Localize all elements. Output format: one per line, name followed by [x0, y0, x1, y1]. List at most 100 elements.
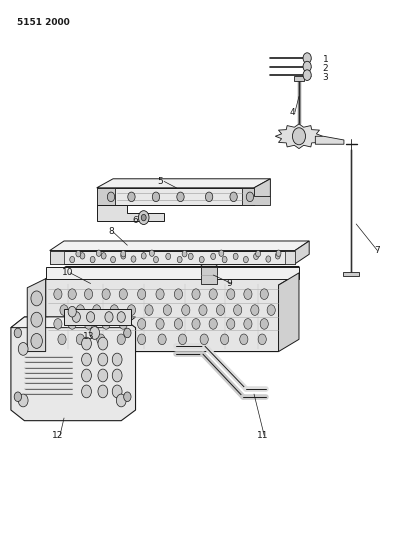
Text: 8: 8 — [108, 228, 114, 237]
Polygon shape — [284, 251, 294, 264]
Circle shape — [86, 312, 94, 322]
Text: 10: 10 — [62, 269, 74, 277]
Ellipse shape — [200, 263, 217, 270]
Circle shape — [58, 334, 66, 345]
Circle shape — [131, 256, 136, 262]
Polygon shape — [278, 273, 298, 352]
Circle shape — [124, 392, 131, 401]
Circle shape — [112, 385, 122, 398]
Polygon shape — [45, 266, 298, 279]
Circle shape — [18, 343, 28, 356]
Circle shape — [163, 305, 171, 316]
Circle shape — [68, 289, 76, 300]
Circle shape — [155, 319, 164, 329]
Circle shape — [76, 251, 81, 257]
Text: 12: 12 — [52, 431, 63, 440]
Circle shape — [124, 328, 131, 338]
Circle shape — [205, 192, 212, 201]
Circle shape — [90, 256, 95, 263]
Text: 4: 4 — [289, 108, 295, 117]
Circle shape — [110, 305, 118, 316]
Circle shape — [102, 289, 110, 300]
Circle shape — [253, 253, 258, 260]
Circle shape — [121, 253, 126, 259]
Circle shape — [174, 319, 182, 329]
Circle shape — [210, 253, 215, 260]
Polygon shape — [293, 76, 303, 82]
Text: 5: 5 — [157, 177, 162, 186]
Polygon shape — [97, 205, 164, 221]
Circle shape — [105, 312, 113, 322]
Circle shape — [191, 289, 200, 300]
Circle shape — [14, 392, 22, 401]
Circle shape — [226, 319, 234, 329]
Circle shape — [84, 319, 92, 329]
Circle shape — [137, 289, 145, 300]
Circle shape — [174, 289, 182, 300]
Circle shape — [76, 334, 84, 345]
Circle shape — [14, 328, 22, 338]
Circle shape — [266, 305, 274, 316]
Circle shape — [68, 319, 76, 329]
Circle shape — [60, 305, 68, 316]
Text: 7: 7 — [373, 246, 379, 255]
Circle shape — [200, 334, 208, 345]
Circle shape — [182, 251, 187, 257]
Polygon shape — [315, 136, 343, 144]
Text: 9: 9 — [226, 279, 232, 288]
Polygon shape — [64, 309, 131, 325]
Text: 6: 6 — [133, 216, 138, 225]
Circle shape — [258, 334, 265, 345]
Circle shape — [112, 369, 122, 382]
Text: 11: 11 — [256, 431, 267, 440]
Circle shape — [31, 312, 42, 327]
Circle shape — [119, 289, 127, 300]
Circle shape — [31, 334, 42, 349]
Circle shape — [102, 319, 110, 329]
Polygon shape — [200, 266, 217, 284]
Circle shape — [302, 53, 310, 63]
Circle shape — [155, 289, 164, 300]
Circle shape — [97, 334, 105, 345]
Circle shape — [128, 192, 135, 201]
Polygon shape — [294, 241, 308, 264]
Circle shape — [302, 70, 310, 80]
Circle shape — [229, 192, 237, 201]
Circle shape — [81, 385, 91, 398]
Circle shape — [209, 319, 217, 329]
Circle shape — [68, 306, 76, 317]
Circle shape — [176, 192, 184, 201]
Circle shape — [101, 253, 106, 259]
Text: 2: 2 — [322, 64, 328, 72]
Circle shape — [127, 305, 135, 316]
Circle shape — [141, 253, 146, 259]
Polygon shape — [97, 188, 115, 205]
Circle shape — [243, 256, 248, 263]
Circle shape — [149, 250, 154, 256]
Polygon shape — [11, 317, 135, 421]
Circle shape — [84, 289, 92, 300]
Circle shape — [119, 319, 127, 329]
Circle shape — [275, 250, 280, 256]
Circle shape — [31, 291, 42, 306]
Circle shape — [107, 192, 115, 201]
Circle shape — [81, 353, 91, 366]
Polygon shape — [97, 188, 254, 205]
Circle shape — [216, 305, 224, 316]
Text: 3: 3 — [322, 72, 328, 82]
Circle shape — [18, 394, 28, 407]
Circle shape — [137, 334, 145, 345]
Polygon shape — [49, 241, 308, 251]
Text: 5151 2000: 5151 2000 — [17, 18, 70, 27]
Circle shape — [98, 385, 108, 398]
Circle shape — [188, 253, 193, 260]
Circle shape — [246, 192, 253, 201]
Circle shape — [233, 253, 238, 260]
Polygon shape — [241, 188, 270, 205]
Polygon shape — [27, 266, 298, 352]
Circle shape — [178, 334, 186, 345]
Circle shape — [177, 256, 182, 263]
Circle shape — [218, 250, 223, 256]
Polygon shape — [49, 251, 64, 264]
Circle shape — [152, 192, 159, 201]
